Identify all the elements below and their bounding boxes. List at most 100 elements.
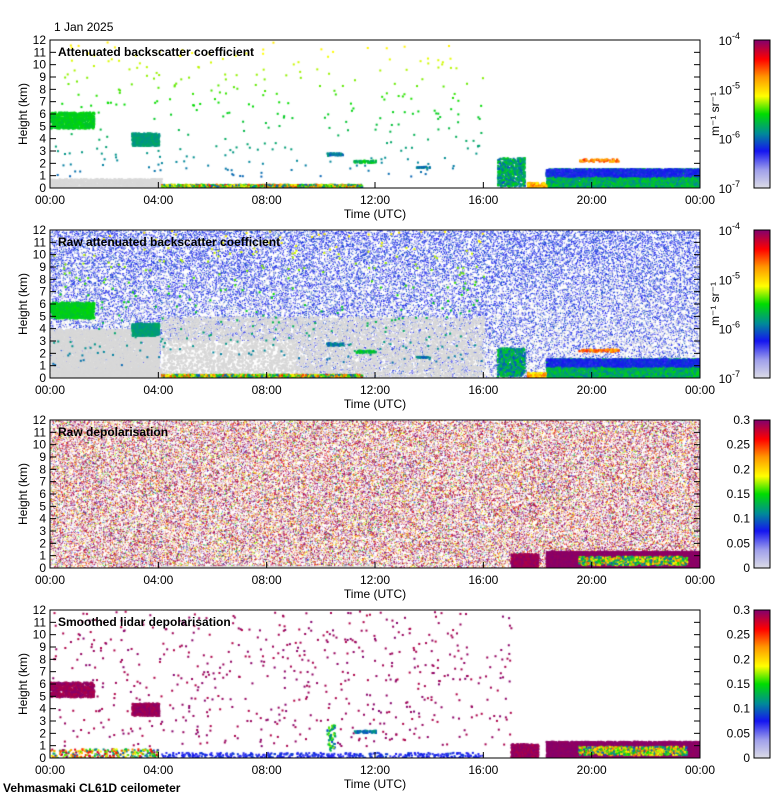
y-tick-label: 10 [33,58,47,72]
y-tick-label: 5 [39,499,46,513]
y-tick-label: 3 [39,334,46,348]
x-tick-label: 00:00 [685,573,715,587]
colorbar-tick-label: 10-7 [719,179,740,196]
colorbar [753,609,771,759]
y-tick-label: 4 [39,512,46,526]
y-tick-label: 9 [39,450,46,464]
y-tick-label: 11 [34,235,47,249]
y-tick-label: 3 [39,524,46,538]
colorbar-tick-label: 0.2 [733,462,750,476]
y-tick-label: 3 [39,714,46,728]
y-tick-label: 0 [39,751,46,765]
y-tick-label: 6 [39,297,46,311]
colorbar-tick-label: 0.1 [733,512,750,526]
plot-frame [49,419,701,569]
plot-frame [49,39,701,189]
colorbar-tick-label: 0.25 [727,438,751,452]
y-tick-label: 12 [33,223,47,237]
x-tick-label: 20:00 [577,383,607,397]
colorbar [753,39,771,189]
x-axis-label: Time (UTC) [344,587,406,601]
x-tick-label: 08:00 [252,763,282,777]
heatmap-1 [50,40,700,188]
y-axis-label: Height (km) [16,463,30,525]
x-tick-label: 12:00 [360,383,390,397]
panel-title: Smoothed lidar depolarisation [58,615,231,629]
x-tick-label: 04:00 [143,763,173,777]
colorbar-tick-label: 0 [743,751,750,765]
x-tick-label: 00:00 [35,193,65,207]
y-tick-label: 12 [33,413,47,427]
y-tick-label: 12 [33,603,47,617]
y-tick-label: 5 [39,309,46,323]
colorbar [753,229,771,379]
x-tick-label: 12:00 [360,193,390,207]
y-tick-label: 0 [39,371,46,385]
y-tick-label: 6 [39,107,46,121]
x-tick-label: 04:00 [143,573,173,587]
x-tick-label: 00:00 [35,573,65,587]
x-tick-label: 20:00 [577,763,607,777]
y-axis-label: Height (km) [16,653,30,715]
y-tick-label: 1 [39,549,46,563]
y-tick-label: 11 [34,615,47,629]
y-tick-label: 8 [39,462,46,476]
colorbar-tick-label: 0.3 [733,413,750,427]
panel-title: Raw attenuated backscatter coefficient [58,235,280,249]
colorbar-tick-label: 0.25 [727,628,751,642]
x-tick-label: 08:00 [252,573,282,587]
x-tick-label: 16:00 [468,573,498,587]
colorbar-tick-label: 10-4 [719,31,740,48]
heatmap-3 [50,420,700,568]
x-tick-label: 16:00 [468,383,498,397]
site-label: Vehmasmaki CL61D ceilometer [3,781,181,795]
x-axis-label: Time (UTC) [344,397,406,411]
x-tick-label: 04:00 [143,193,173,207]
colorbar-unit-label: m⁻¹ sr⁻¹ [708,92,722,136]
x-axis-label: Time (UTC) [344,207,406,221]
y-tick-label: 4 [39,702,46,716]
date-label: 1 Jan 2025 [54,20,114,34]
y-tick-label: 7 [39,285,46,299]
plot-frame [49,609,701,759]
y-tick-label: 1 [39,739,46,753]
y-tick-label: 8 [39,82,46,96]
y-tick-label: 4 [39,132,46,146]
colorbar-tick-label: 0.3 [733,603,750,617]
x-tick-label: 00:00 [35,763,65,777]
y-tick-label: 12 [33,33,47,47]
x-tick-label: 00:00 [35,383,65,397]
panel-title: Attenuated backscatter coefficient [58,45,254,59]
y-tick-label: 10 [33,438,47,452]
colorbar-tick-label: 10-7 [719,369,740,386]
x-tick-label: 20:00 [577,573,607,587]
y-tick-label: 10 [33,248,47,262]
colorbar-tick-label: 10-4 [719,221,740,238]
colorbar-tick-label: 0 [743,561,750,575]
x-tick-label: 00:00 [685,763,715,777]
y-tick-label: 6 [39,677,46,691]
y-axis-label: Height (km) [16,273,30,335]
colorbar-tick-label: 0.2 [733,652,750,666]
y-tick-label: 9 [39,260,46,274]
y-tick-label: 1 [39,359,46,373]
colorbar-tick-label: 0.15 [727,487,751,501]
y-tick-label: 8 [39,652,46,666]
x-tick-label: 20:00 [577,193,607,207]
y-tick-label: 0 [39,181,46,195]
colorbar [753,419,771,569]
y-tick-label: 2 [39,536,46,550]
x-tick-label: 08:00 [252,193,282,207]
y-tick-label: 7 [39,665,46,679]
x-axis-label: Time (UTC) [344,777,406,791]
x-tick-label: 00:00 [685,193,715,207]
colorbar-unit-label: m⁻¹ sr⁻¹ [708,282,722,326]
x-tick-label: 12:00 [360,573,390,587]
y-tick-label: 8 [39,272,46,286]
y-tick-label: 2 [39,346,46,360]
x-tick-label: 00:00 [685,383,715,397]
heatmap-2 [50,230,700,378]
y-tick-label: 2 [39,726,46,740]
